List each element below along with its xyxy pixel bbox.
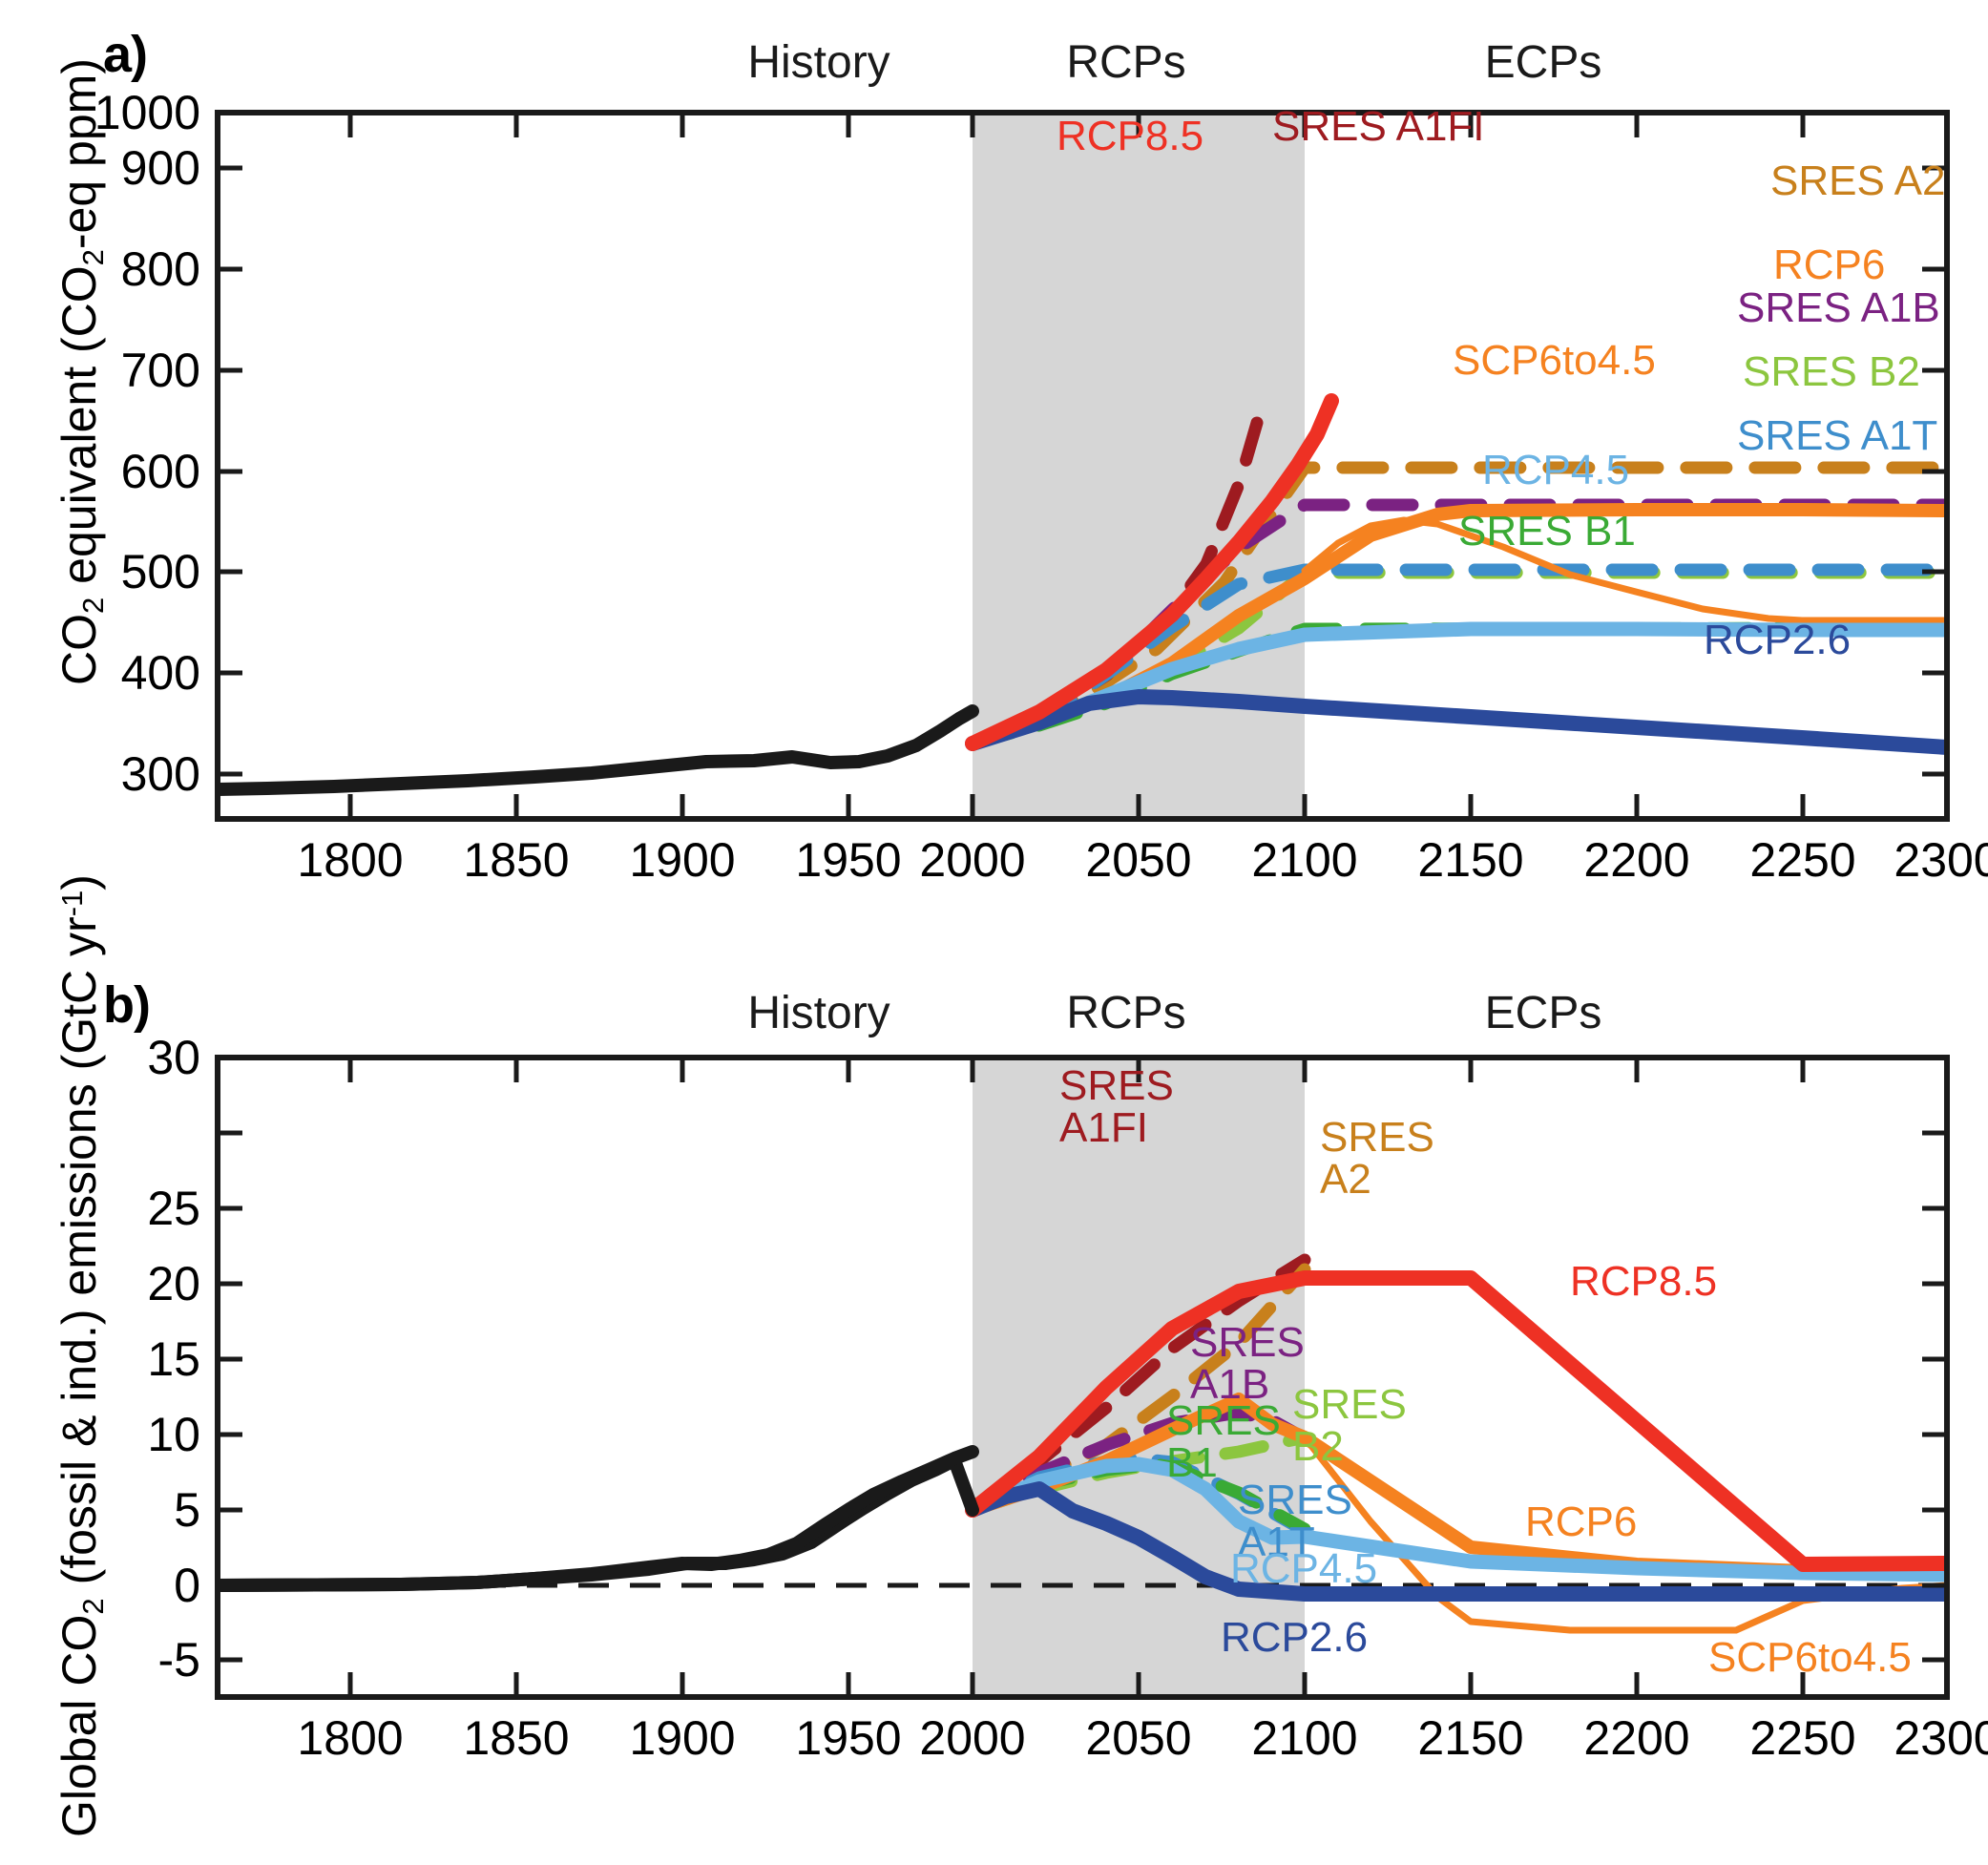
panel-a-xtick-2000: 2000 — [919, 833, 1026, 887]
panel-b-era-rcps: RCPs — [1066, 988, 1186, 1038]
panel-b-label-sres-b1: SRES B1 — [1166, 1397, 1281, 1486]
panel-a: a) CO2 equivalent (CO2-eq ppm) History R… — [0, 0, 1988, 907]
panel-a-xtick-2100: 2100 — [1251, 833, 1358, 887]
panel-a-xtick-2050: 2050 — [1085, 833, 1192, 887]
panel-a-era-ecps: ECPs — [1484, 37, 1602, 88]
panel-b: b) Global CO2 (fossil & ind.) emissions … — [0, 874, 1988, 1865]
panel-b-ytick-25: 25 — [147, 1182, 200, 1235]
panel-b-xtick-2000: 2000 — [919, 1711, 1026, 1765]
panel-a-ytick-400: 400 — [120, 646, 200, 700]
panel-b-plot — [215, 1055, 1950, 1700]
panel-b-series-rcp45 — [965, 1456, 1947, 1582]
panel-b-label-scp6to45: SCP6to4.5 — [1708, 1634, 1912, 1681]
panel-b-xtick-1850: 1850 — [463, 1711, 570, 1765]
panel-a-ytick-300: 300 — [120, 747, 200, 801]
panel-b-ytick-20: 20 — [147, 1257, 200, 1310]
panel-a-era-rcps: RCPs — [1066, 37, 1186, 88]
panel-a-label-rcp6: RCP6 — [1773, 241, 1886, 288]
panel-b-label-rcp45: RCP4.5 — [1230, 1545, 1378, 1592]
panel-a-ytick-800: 800 — [120, 242, 200, 296]
panel-b-xtick-2300: 2300 — [1894, 1711, 1988, 1765]
panel-a-xtick-1850: 1850 — [463, 833, 570, 887]
panel-b-label-sres-a1b: SRES A1B — [1190, 1319, 1305, 1408]
panel-b-xtick-2200: 2200 — [1583, 1711, 1690, 1765]
panel-a-ytick-900: 900 — [120, 141, 200, 195]
panel-a-label-sres-a1fi: SRES A1FI — [1272, 103, 1485, 150]
panel-a-letter: a) — [103, 26, 148, 83]
panel-b-xtick-2250: 2250 — [1749, 1711, 1856, 1765]
panel-b-ytick-10: 10 — [147, 1408, 200, 1461]
panel-b-letter: b) — [103, 976, 151, 1034]
panel-a-label-scp6to45: SCP6to4.5 — [1453, 337, 1656, 384]
panel-b-era-ecps: ECPs — [1484, 988, 1602, 1038]
panel-b-label-rcp85: RCP8.5 — [1570, 1258, 1718, 1305]
panel-a-plot — [215, 110, 1950, 822]
panel-a-xtick-2200: 2200 — [1583, 833, 1690, 887]
panel-a-label-rcp45: RCP4.5 — [1482, 447, 1630, 493]
panel-b-xtick-2150: 2150 — [1417, 1711, 1524, 1765]
panel-a-series-rcp26 — [965, 689, 1947, 755]
panel-a-xtick-1800: 1800 — [297, 833, 404, 887]
panel-b-series-history-pre — [218, 1454, 979, 1592]
panel-a-label-rcp26: RCP2.6 — [1704, 617, 1852, 663]
panel-a-label-sres-b2: SRES B2 — [1743, 348, 1920, 395]
panel-b-label-sres-a1fi: SRES A1FI — [1059, 1062, 1174, 1151]
panel-b-label-sres-a1t: SRES A1T — [1238, 1477, 1352, 1565]
panel-b-ytick-30: 30 — [147, 1031, 200, 1084]
panel-a-era-history: History — [747, 37, 890, 88]
panel-a-ytick-700: 700 — [120, 344, 200, 397]
panel-b-era-history: History — [747, 988, 890, 1038]
panel-b-ytick-5: 5 — [174, 1483, 200, 1537]
panel-b-series-rcp26 — [965, 1481, 1947, 1602]
panel-b-label-sres-a2: SRES A2 — [1320, 1114, 1434, 1203]
panel-a-xtick-2250: 2250 — [1749, 833, 1856, 887]
panel-b-ytick-15: 15 — [147, 1332, 200, 1386]
panel-a-series-scp6to45 — [1301, 516, 1947, 624]
panel-a-xtick-2150: 2150 — [1417, 833, 1524, 887]
panel-a-xtick-1950: 1950 — [795, 833, 902, 887]
panel-a-label-sres-a2: SRES A2 — [1770, 157, 1946, 204]
panel-a-label-sres-a1b: SRES A1B — [1737, 284, 1940, 331]
panel-b-ytick-neg5: -5 — [157, 1633, 200, 1687]
panel-b-label-sres-b2: SRES B2 — [1292, 1381, 1407, 1470]
panel-b-ytick-0: 0 — [174, 1559, 200, 1612]
panel-b-xtick-2100: 2100 — [1251, 1711, 1358, 1765]
panel-a-label-rcp85: RCP8.5 — [1057, 113, 1204, 159]
panel-b-label-rcp6: RCP6 — [1525, 1498, 1638, 1545]
panel-b-xtick-1950: 1950 — [795, 1711, 902, 1765]
panel-b-xtick-1900: 1900 — [629, 1711, 736, 1765]
panel-a-series-history — [218, 704, 979, 796]
panel-a-ytick-1000: 1000 — [94, 86, 200, 139]
panel-a-xtick-2300: 2300 — [1894, 833, 1988, 887]
panel-b-series-rcp85 — [965, 1270, 1947, 1572]
panel-b-xtick-2050: 2050 — [1085, 1711, 1192, 1765]
panel-a-xtick-1900: 1900 — [629, 833, 736, 887]
panel-b-xtick-1800: 1800 — [297, 1711, 404, 1765]
panel-a-ytick-600: 600 — [120, 445, 200, 498]
panel-b-series-history — [218, 1445, 979, 1592]
panel-a-label-sres-a1t: SRES A1T — [1737, 412, 1938, 459]
panel-b-label-rcp26: RCP2.6 — [1221, 1614, 1369, 1661]
panel-a-series-rcp85 — [965, 393, 1339, 751]
panel-a-ytick-500: 500 — [120, 545, 200, 598]
panel-a-label-sres-b1: SRES B1 — [1458, 508, 1636, 555]
